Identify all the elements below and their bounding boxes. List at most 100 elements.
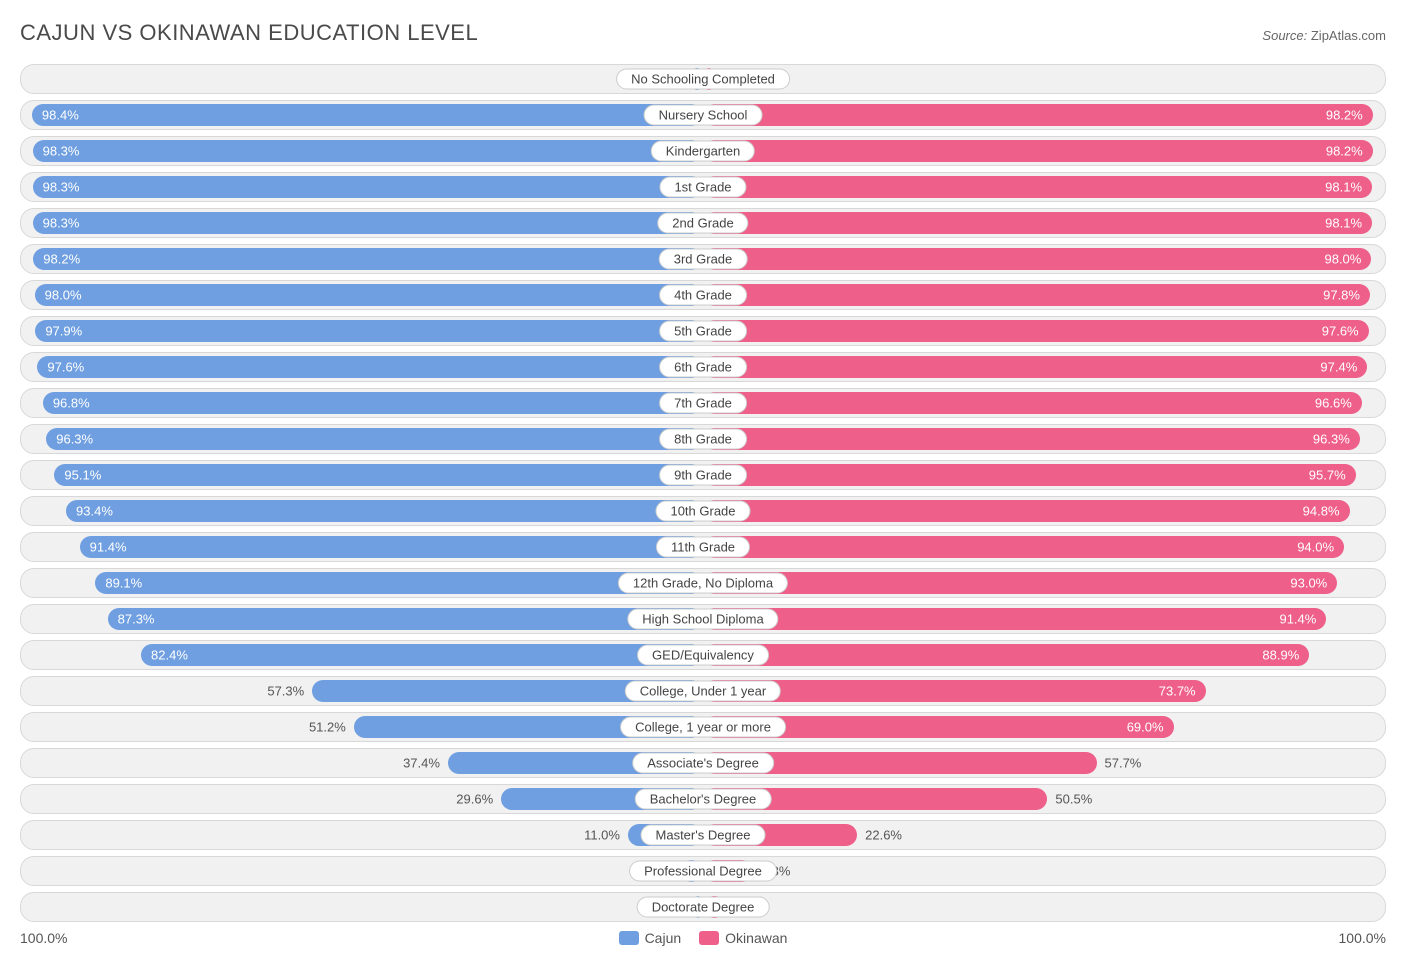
chart-row: 82.4% 88.9% GED/Equivalency [20, 640, 1386, 670]
bar-left: 98.0% [35, 284, 703, 306]
bar-left-value: 29.6% [456, 792, 493, 807]
category-label: 8th Grade [659, 429, 747, 450]
bar-right: 98.2% [703, 140, 1373, 162]
bar-right-value: 73.7% [1159, 684, 1196, 699]
chart-footer: 100.0% Cajun Okinawan 100.0% [20, 930, 1386, 946]
bar-left-value: 57.3% [267, 684, 304, 699]
category-label: Professional Degree [629, 861, 777, 882]
bar-right: 97.6% [703, 320, 1369, 342]
bar-left-value: 98.0% [45, 288, 82, 303]
legend-label-right: Okinawan [725, 930, 787, 946]
bar-left-value: 93.4% [76, 504, 113, 519]
bar-right-value: 69.0% [1127, 720, 1164, 735]
category-label: Associate's Degree [632, 753, 774, 774]
bar-right: 91.4% [703, 608, 1326, 630]
bar-right: 98.2% [703, 104, 1373, 126]
chart-row: 98.0%97.8%4th Grade [20, 280, 1386, 310]
chart-legend: Cajun Okinawan [67, 930, 1338, 946]
category-label: 7th Grade [659, 393, 747, 414]
category-label: 1st Grade [659, 177, 746, 198]
bar-left: 98.4% [32, 104, 703, 126]
chart-row: 97.9% 97.6% 5th Grade [20, 316, 1386, 346]
bar-right: 96.3% [703, 428, 1360, 450]
bar-right: 94.8% [703, 500, 1350, 522]
bar-right-value: 93.0% [1290, 576, 1327, 591]
chart-row: 51.2% 69.0% College, 1 year or more [20, 712, 1386, 742]
category-label: No Schooling Completed [616, 69, 790, 90]
chart-row: 11.0%22.6%Master's Degree [20, 820, 1386, 850]
bar-right-value: 96.3% [1313, 432, 1350, 447]
legend-item-right: Okinawan [699, 930, 787, 946]
bar-right-value: 97.6% [1322, 324, 1359, 339]
bar-right: 94.0% [703, 536, 1344, 558]
category-label: 2nd Grade [657, 213, 748, 234]
chart-row: 98.3%98.2%Kindergarten [20, 136, 1386, 166]
chart-row: 1.5%3.3%Doctorate Degree [20, 892, 1386, 922]
bar-right: 97.8% [703, 284, 1370, 306]
category-label: 11th Grade [656, 537, 750, 558]
bar-left: 97.9% [35, 320, 703, 342]
bar-left: 95.1% [54, 464, 703, 486]
legend-swatch-right [699, 931, 719, 945]
chart-row: 87.3% 91.4% High School Diploma [20, 604, 1386, 634]
bar-right: 97.4% [703, 356, 1367, 378]
bar-left: 97.6% [37, 356, 703, 378]
category-label: 3rd Grade [659, 249, 748, 270]
category-label: Nursery School [644, 105, 763, 126]
axis-label-left: 100.0% [20, 930, 67, 946]
bar-right-value: 57.7% [1105, 756, 1142, 771]
bar-left: 82.4% [141, 644, 703, 666]
category-label: Bachelor's Degree [635, 789, 772, 810]
bar-right-value: 91.4% [1279, 612, 1316, 627]
bar-left-value: 98.3% [43, 216, 80, 231]
category-label: 5th Grade [659, 321, 747, 342]
chart-row: 98.2% 98.0%3rd Grade [20, 244, 1386, 274]
category-label: High School Diploma [627, 609, 778, 630]
chart-row: 95.1% 95.7% 9th Grade [20, 460, 1386, 490]
bar-left-value: 11.0% [584, 828, 620, 843]
chart-row: 96.3% 96.3% 8th Grade [20, 424, 1386, 454]
bar-right-value: 98.2% [1326, 144, 1363, 159]
bar-left-value: 96.3% [56, 432, 93, 447]
category-label: 6th Grade [659, 357, 747, 378]
bar-right-value: 97.4% [1320, 360, 1357, 375]
bar-right-value: 96.6% [1315, 396, 1352, 411]
chart-row: 93.4%94.8%10th Grade [20, 496, 1386, 526]
chart-row: 89.1%93.0%12th Grade, No Diploma [20, 568, 1386, 598]
source-name: ZipAtlas.com [1311, 28, 1386, 43]
bar-left-value: 51.2% [309, 720, 346, 735]
bar-right-value: 98.2% [1326, 108, 1363, 123]
category-label: College, 1 year or more [620, 717, 786, 738]
bar-left-value: 37.4% [403, 756, 440, 771]
category-label: College, Under 1 year [625, 681, 781, 702]
bar-left-value: 98.3% [43, 180, 80, 195]
category-label: 9th Grade [659, 465, 747, 486]
chart-row: 37.4% 57.7% Associate's Degree [20, 748, 1386, 778]
category-label: Master's Degree [641, 825, 766, 846]
bar-right-value: 88.9% [1262, 648, 1299, 663]
chart-row: 1.7%1.8%No Schooling Completed [20, 64, 1386, 94]
axis-label-right: 100.0% [1339, 930, 1386, 946]
bar-left: 96.3% [46, 428, 703, 450]
bar-right-value: 95.7% [1309, 468, 1346, 483]
category-label: Doctorate Degree [637, 897, 770, 918]
bar-left-value: 98.2% [43, 252, 80, 267]
chart-row: 98.4% 98.2% Nursery School [20, 100, 1386, 130]
bar-left-value: 89.1% [105, 576, 142, 591]
chart-title: CAJUN VS OKINAWAN EDUCATION LEVEL [20, 20, 478, 46]
chart-row: 98.3%98.1%1st Grade [20, 172, 1386, 202]
bar-left: 96.8% [43, 392, 703, 414]
source-label: Source: [1262, 28, 1307, 43]
bar-right: 95.7% [703, 464, 1356, 486]
bar-right: 98.0% [703, 248, 1371, 270]
category-label: GED/Equivalency [637, 645, 769, 666]
chart-row: 91.4% 94.0%11th Grade [20, 532, 1386, 562]
bar-left: 98.3% [33, 212, 703, 234]
legend-label-left: Cajun [645, 930, 682, 946]
bar-left: 87.3% [108, 608, 703, 630]
chart-row: 98.3%98.1%2nd Grade [20, 208, 1386, 238]
bar-left-value: 97.9% [45, 324, 82, 339]
bar-left-value: 91.4% [90, 540, 127, 555]
bar-left: 93.4% [66, 500, 703, 522]
chart-row: 3.4%7.3%Professional Degree [20, 856, 1386, 886]
